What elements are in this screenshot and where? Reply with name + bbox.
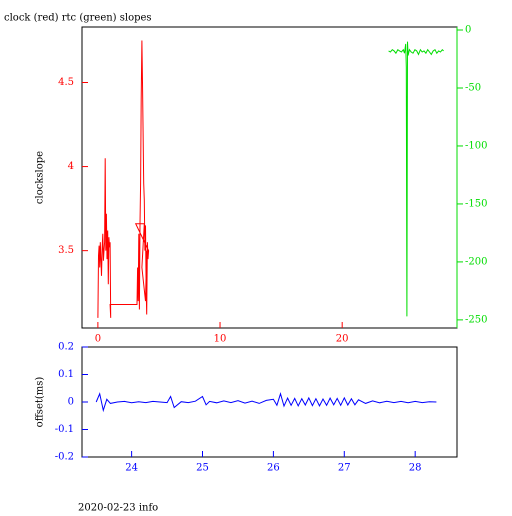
- y-axis-label: offset(ms): [35, 377, 46, 428]
- x-tick-label: 0: [95, 334, 101, 345]
- y-axis-label: clockslope: [35, 151, 46, 204]
- y-tick-label: 0.1: [58, 369, 74, 380]
- y2-tick-label: -150: [465, 198, 487, 209]
- data-line: [95, 392, 437, 413]
- y2-tick-label: -100: [465, 140, 487, 151]
- y2-tick-label: -200: [465, 256, 487, 267]
- x-tick-label: 10: [214, 334, 227, 345]
- y-tick-label: 0: [68, 397, 74, 408]
- y-tick-label: 4: [68, 161, 74, 172]
- x-tick-label: 27: [338, 463, 351, 474]
- x-tick-label: 25: [196, 463, 209, 474]
- y-tick-label: 3.5: [58, 245, 74, 256]
- x-tick-label: 28: [409, 463, 422, 474]
- x-tick-label: 20: [336, 334, 349, 345]
- x-tick-label: 26: [267, 463, 280, 474]
- y-tick-label: 0.2: [58, 342, 74, 353]
- data-line: [97, 40, 150, 318]
- y2-tick-label: -50: [465, 82, 481, 93]
- data-line: [388, 41, 444, 317]
- y-tick-label: 4.5: [58, 77, 74, 88]
- y-tick-label: -0.1: [55, 424, 74, 435]
- y2-tick-label: -250: [465, 314, 487, 325]
- y-tick-label: -0.2: [55, 452, 74, 463]
- chart-title: clock (red) rtc (green) slopes: [4, 13, 152, 24]
- x-tick-label: 24: [125, 463, 138, 474]
- footer: 2020-02-23 info: [78, 503, 158, 513]
- y2-tick-label: 0: [465, 25, 471, 36]
